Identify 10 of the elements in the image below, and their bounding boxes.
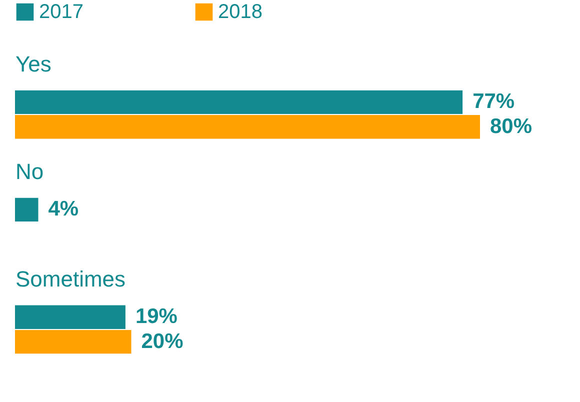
legend-label: 2017 [39, 1, 84, 23]
data-label: 77% [472, 90, 515, 114]
data-label: 4% [48, 198, 79, 221]
y-tick-label: Sometimes [16, 266, 126, 292]
data-label: 19% [135, 305, 178, 328]
data-label: 80% [490, 114, 532, 138]
legend-label: 2018 [218, 1, 262, 23]
data-label: 20% [141, 330, 184, 353]
y-tick-label: No [16, 159, 44, 184]
y-tick-label: Yes [16, 52, 52, 77]
